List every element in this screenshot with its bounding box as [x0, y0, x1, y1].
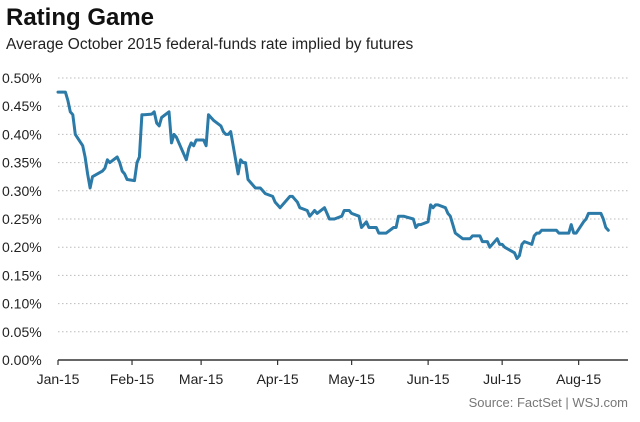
y-axis: 0.00% 0.05% 0.10% 0.15% 0.20% 0.25% 0.30% 0.35%… — [2, 70, 42, 368]
grid-lines — [58, 77, 628, 333]
x-tick-label: Jan-15 — [37, 371, 80, 387]
x-tick: May-15 — [328, 360, 375, 387]
x-tick-label: Mar-15 — [179, 371, 224, 387]
y-tick: 0.25% — [2, 211, 42, 227]
x-tick-label: Jun-15 — [407, 371, 450, 387]
y-tick: 0.30% — [2, 183, 42, 199]
y-tick-label: 0.00% — [2, 352, 42, 368]
y-tick: 0.05% — [2, 324, 42, 340]
y-tick: 0.10% — [2, 296, 42, 312]
y-tick-label: 0.50% — [2, 70, 42, 86]
y-tick-label: 0.10% — [2, 296, 42, 312]
x-tick: Mar-15 — [179, 360, 224, 387]
x-tick: Apr-15 — [257, 360, 299, 387]
source-credit: Source: FactSet | WSJ.com — [468, 395, 628, 410]
x-axis: Jan-15 Feb-15 Mar-15 Apr-15 May-15 Jun-15 Jul-… — [37, 359, 628, 387]
x-tick-label: May-15 — [328, 371, 375, 387]
chart-title: Rating Game — [6, 4, 155, 31]
x-tick: Feb-15 — [110, 360, 155, 387]
x-tick-label: Apr-15 — [257, 371, 299, 387]
y-tick: 0.40% — [2, 126, 42, 142]
y-tick-label: 0.40% — [2, 126, 42, 142]
chart-subtitle: Average October 2015 federal-funds rate … — [6, 36, 414, 53]
x-tick-label: Feb-15 — [110, 371, 155, 387]
y-tick: 0.45% — [2, 98, 42, 114]
y-tick-label: 0.25% — [2, 211, 42, 227]
x-tick-label: Aug-15 — [556, 371, 601, 387]
y-tick: 0.35% — [2, 155, 42, 171]
y-tick-label: 0.05% — [2, 324, 42, 340]
y-tick-label: 0.45% — [2, 98, 42, 114]
series-layer — [56, 90, 610, 260]
x-tick-label: Jul-15 — [483, 371, 521, 387]
series-line — [56, 90, 610, 260]
y-tick: 0.00% — [2, 352, 42, 368]
y-tick-label: 0.15% — [2, 267, 42, 283]
x-tick: Jun-15 — [407, 360, 450, 387]
y-tick: 0.15% — [2, 267, 42, 283]
y-tick: 0.50% — [2, 70, 42, 86]
y-tick-label: 0.20% — [2, 239, 42, 255]
y-tick-label: 0.30% — [2, 183, 42, 199]
x-tick: Aug-15 — [556, 360, 601, 387]
x-tick: Jan-15 — [37, 360, 80, 387]
y-tick-label: 0.35% — [2, 155, 42, 171]
y-tick: 0.20% — [2, 239, 42, 255]
x-tick: Jul-15 — [483, 360, 521, 387]
